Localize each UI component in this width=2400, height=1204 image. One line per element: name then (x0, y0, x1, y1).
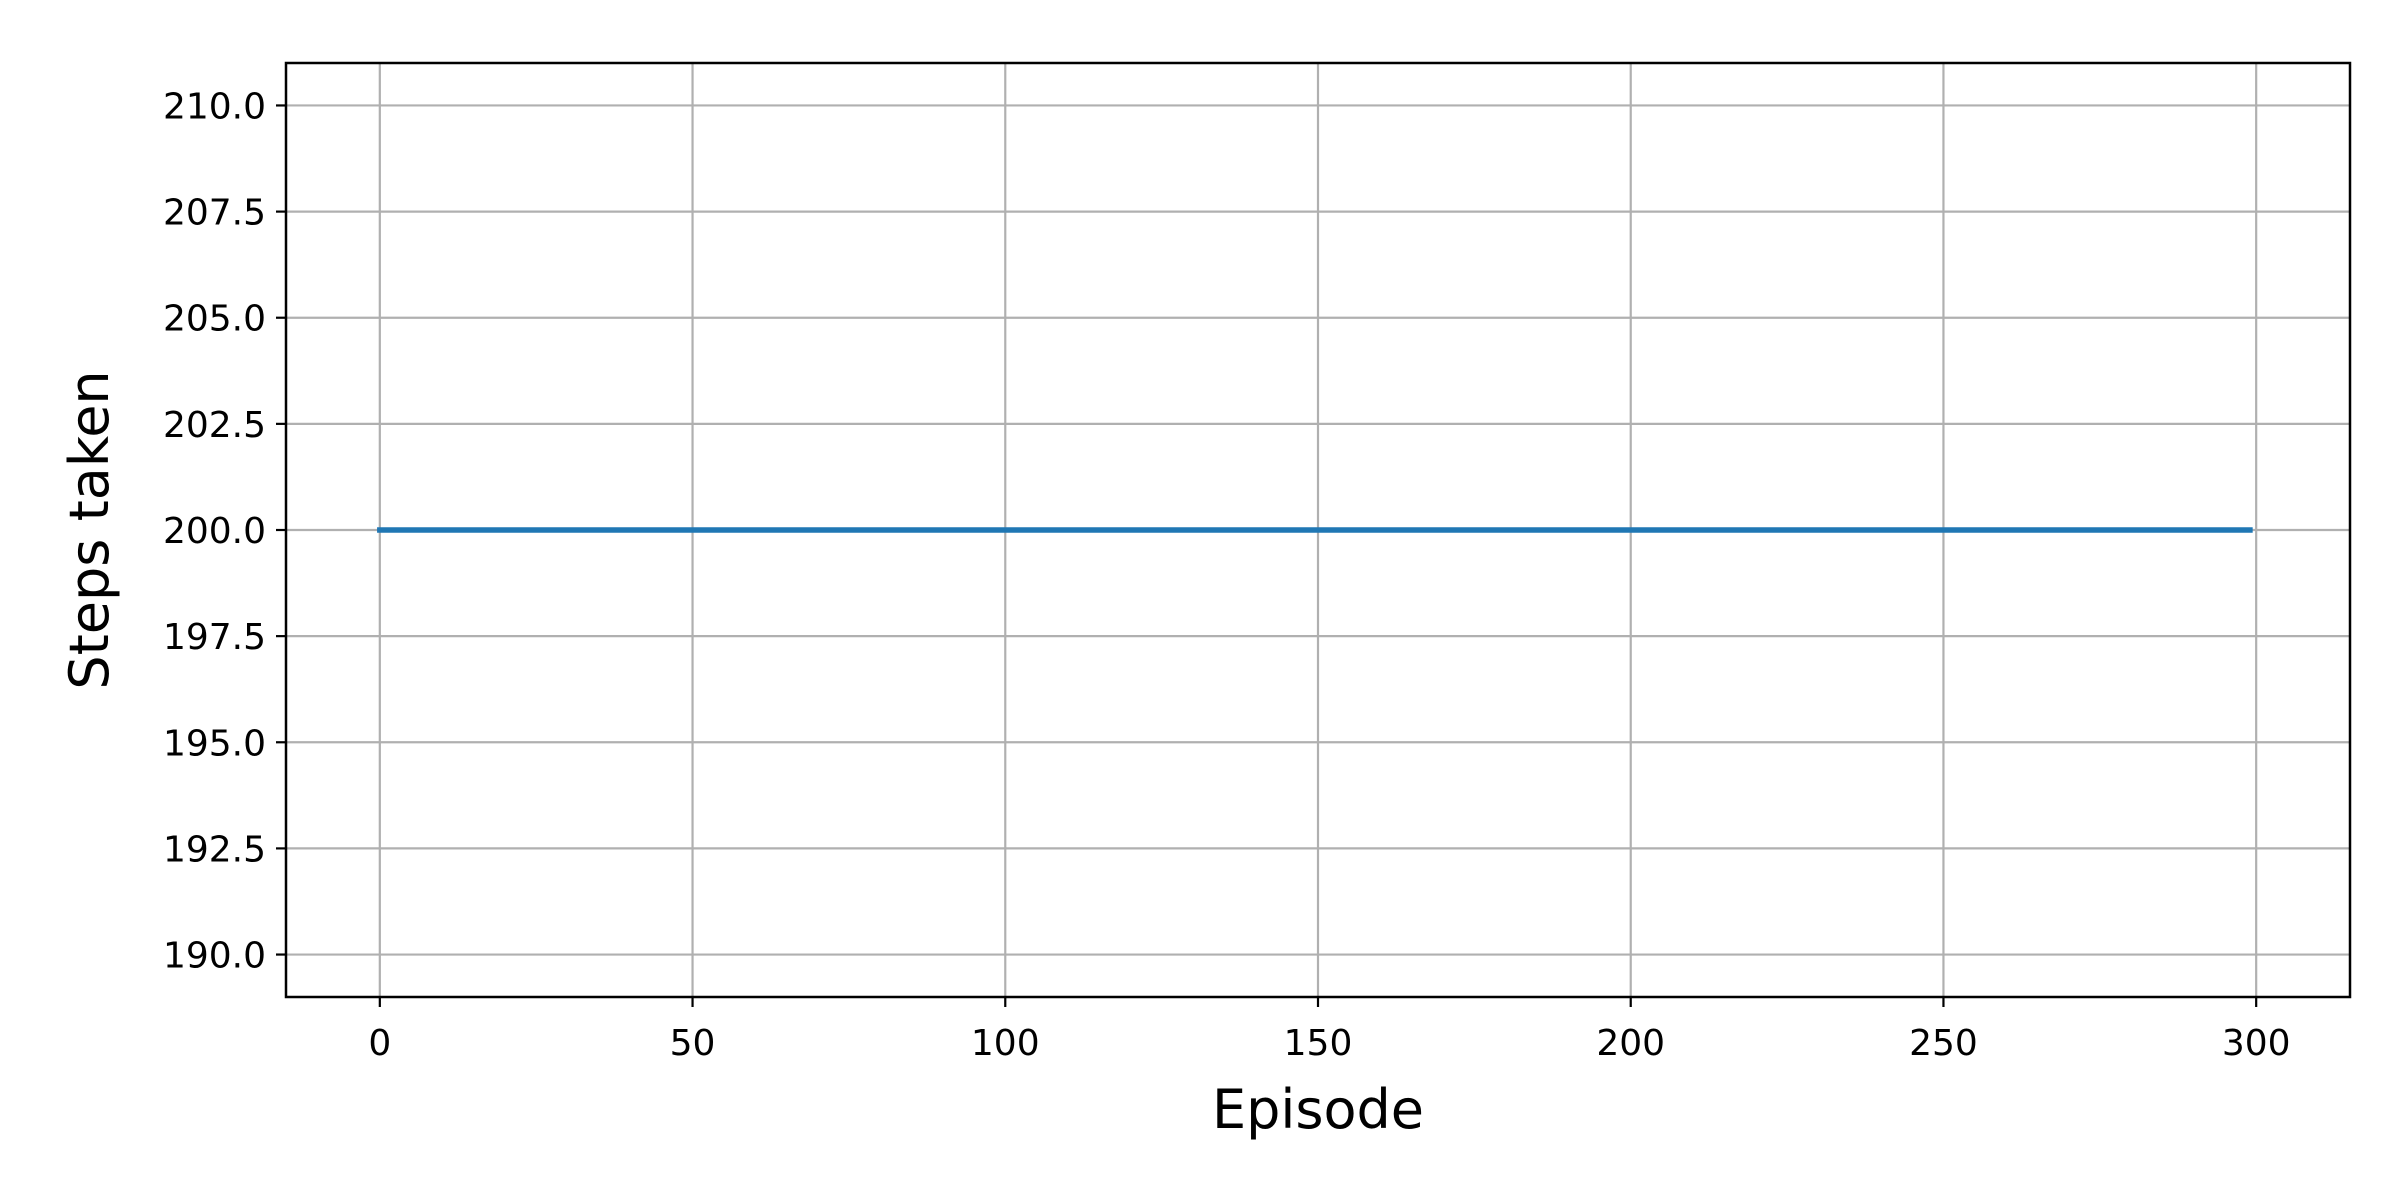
x-tick-label: 150 (1284, 1023, 1353, 1064)
x-tick-label: 300 (2222, 1023, 2291, 1064)
x-tick-label: 100 (971, 1023, 1040, 1064)
x-tick-label: 200 (1596, 1023, 1665, 1064)
y-tick-label: 210.0 (163, 86, 266, 127)
x-axis-label: Episode (1212, 1078, 1424, 1141)
x-tick-label: 50 (670, 1023, 716, 1064)
y-axis-label: Steps taken (58, 370, 121, 689)
y-axis-ticks: 190.0 192.5 195.0 197.5 200.0 202.5 205.0 207.5… (163, 86, 286, 977)
y-tick-label: 200.0 (163, 511, 266, 552)
y-tick-label: 205.0 (163, 299, 266, 340)
y-tick-label: 197.5 (163, 617, 266, 658)
x-axis-ticks: 0 50 100 150 200 250 300 (368, 997, 2291, 1064)
y-tick-label: 207.5 (163, 193, 266, 234)
y-tick-label: 192.5 (163, 829, 266, 870)
x-tick-label: 250 (1909, 1023, 1978, 1064)
x-tick-label: 0 (368, 1023, 391, 1064)
y-tick-label: 190.0 (163, 936, 266, 977)
y-tick-label: 202.5 (163, 405, 266, 446)
y-tick-label: 195.0 (163, 723, 266, 764)
